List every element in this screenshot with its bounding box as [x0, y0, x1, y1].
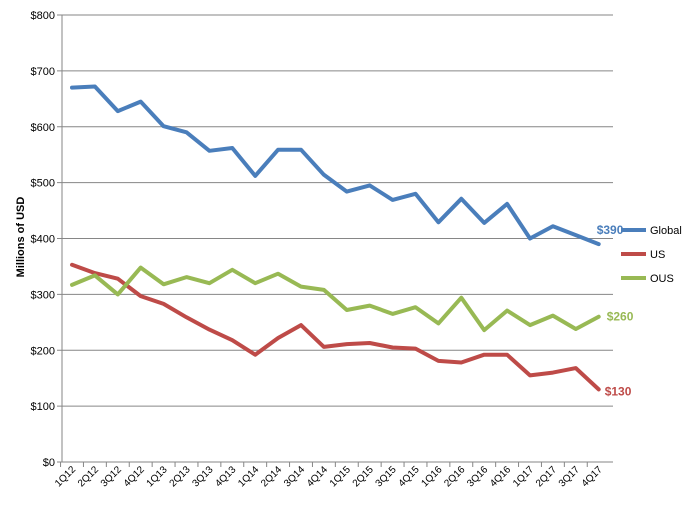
- x-tick-label: 4Q16: [488, 464, 513, 489]
- x-tick-label: 1Q13: [145, 464, 170, 489]
- legend: Global US OUS: [621, 225, 682, 285]
- y-tick-label: $100: [31, 401, 55, 413]
- legend-label-us: US: [650, 249, 665, 261]
- x-tick-label: 1Q14: [236, 464, 261, 489]
- x-tick-label: 4Q13: [213, 464, 238, 489]
- x-tick-label: 2Q16: [442, 464, 467, 489]
- y-tick-label: $300: [31, 289, 55, 301]
- x-tick-label: 3Q15: [374, 464, 399, 489]
- x-tick-label: 1Q17: [511, 464, 536, 489]
- x-tick-label: 4Q12: [122, 464, 147, 489]
- y-tick-label: $400: [31, 234, 55, 246]
- legend-label-global: Global: [650, 225, 682, 237]
- y-tick-label: $0: [43, 457, 55, 469]
- x-tick-label: 2Q13: [168, 464, 193, 489]
- series-line-us: [70, 262, 601, 392]
- y-tick-label: $800: [31, 10, 55, 22]
- x-tick-label: 3Q12: [99, 464, 124, 489]
- end-label-global: $390: [597, 223, 624, 237]
- axes: [57, 14, 613, 467]
- x-tick-label: 1Q12: [53, 464, 78, 489]
- x-tick-label: 2Q14: [259, 464, 284, 489]
- x-tick-label: 1Q16: [419, 464, 444, 489]
- y-tick-label: $600: [31, 122, 55, 134]
- x-tick-label: 3Q14: [282, 464, 307, 489]
- x-tick-label: 2Q17: [534, 464, 559, 489]
- x-tick-label: 4Q14: [305, 464, 330, 489]
- x-tick-label: 1Q15: [328, 464, 353, 489]
- end-labels: $390 $130 $260: [597, 223, 634, 398]
- series-lines: [70, 84, 601, 392]
- y-tick-label: $200: [31, 345, 55, 357]
- series-line-global: [70, 84, 601, 247]
- x-tick-label: 3Q16: [465, 464, 490, 489]
- end-label-ous: $260: [607, 310, 634, 324]
- x-tick-label: 3Q13: [190, 464, 215, 489]
- y-tick-label: $700: [31, 66, 55, 78]
- x-tick-label: 2Q12: [76, 464, 101, 489]
- x-tick-labels: 1Q122Q123Q124Q121Q132Q133Q134Q131Q142Q14…: [53, 464, 605, 489]
- x-tick-label: 4Q17: [580, 464, 605, 489]
- x-tick-label: 3Q17: [557, 464, 582, 489]
- x-tick-label: 4Q15: [397, 464, 422, 489]
- y-tick-labels: $0 $100 $200 $300 $400 $500 $600 $700 $800: [31, 10, 55, 469]
- end-label-us: $130: [605, 384, 632, 398]
- y-tick-label: $500: [31, 178, 55, 190]
- y-axis-label: Millions of USD: [15, 197, 27, 278]
- x-tick-label: 2Q15: [351, 464, 376, 489]
- series-line-ous: [70, 265, 601, 333]
- legend-label-ous: OUS: [650, 273, 674, 285]
- gridlines: [62, 14, 613, 407]
